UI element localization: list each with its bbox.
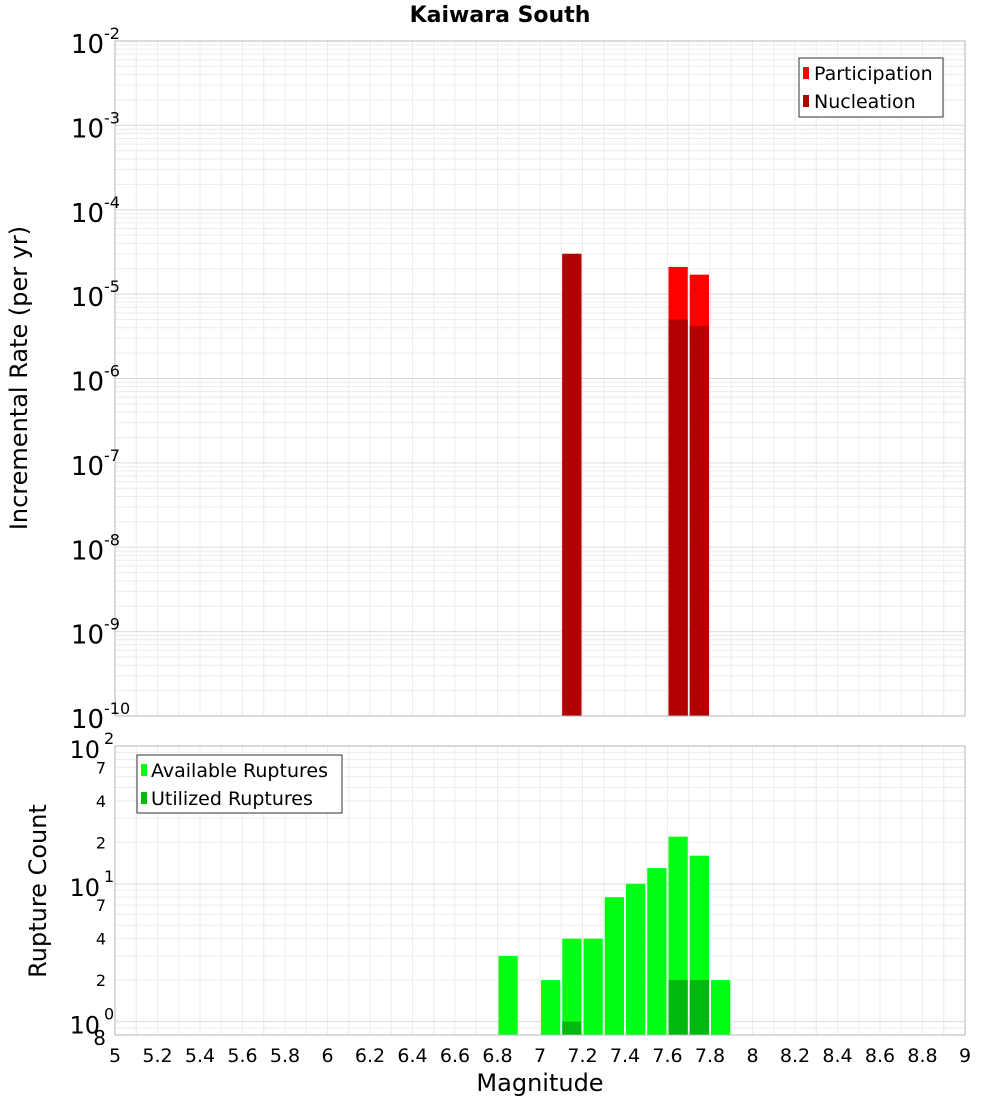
top-y-tick-exponent: -10 xyxy=(104,699,130,718)
top-legend-label: Participation xyxy=(814,63,933,85)
top-legend-swatch xyxy=(803,95,809,107)
top-y-tick-exponent: -8 xyxy=(104,530,120,549)
x-tick-label: 5 xyxy=(109,1045,121,1067)
bottom-y-tick-label: 10 xyxy=(69,874,100,902)
utilized-ruptures-bar xyxy=(689,980,709,1035)
nucleation-bar xyxy=(562,253,582,716)
top-y-tick-label: 10 xyxy=(71,283,104,313)
nucleation-bar xyxy=(668,319,688,716)
available-ruptures-bar xyxy=(626,883,646,1035)
bottom-y-tick-label: 10 xyxy=(69,1012,100,1040)
x-tick-label: 7.4 xyxy=(610,1045,640,1067)
top-y-tick-label: 10 xyxy=(71,114,104,144)
x-tick-label: 6.2 xyxy=(355,1045,385,1067)
x-tick-label: 7.6 xyxy=(652,1045,682,1067)
top-y-tick-exponent: -5 xyxy=(104,277,120,296)
x-tick-label: 8.8 xyxy=(907,1045,937,1067)
x-tick-label: 6.4 xyxy=(397,1045,427,1067)
available-ruptures-bar xyxy=(541,980,561,1035)
top-plot-frame xyxy=(114,40,966,717)
x-tick-label: 7 xyxy=(534,1045,546,1067)
nucleation-bar xyxy=(689,325,709,716)
top-y-tick-exponent: -3 xyxy=(104,108,120,127)
bottom-y-tick-exponent: 2 xyxy=(104,729,114,748)
x-tick-label: 9 xyxy=(959,1045,971,1067)
top-y-tick-label: 10 xyxy=(71,536,104,566)
bottom-legend-box xyxy=(136,754,343,814)
available-ruptures-bar xyxy=(562,938,582,1035)
bottom-y-tick-label: 8 xyxy=(93,1026,106,1050)
bottom-y-tick-label: 4 xyxy=(96,792,106,811)
x-tick-label: 5.4 xyxy=(185,1045,215,1067)
utilized-ruptures-bar xyxy=(562,1021,582,1035)
bottom-legend-label: Utilized Ruptures xyxy=(151,788,313,810)
top-legend-label: Nucleation xyxy=(814,91,916,113)
bottom-y-tick-label: 2 xyxy=(96,833,106,852)
bottom-plot-frame xyxy=(114,745,966,1036)
bottom-y-tick-label: 10 xyxy=(69,736,100,764)
bottom-y-tick-exponent: 0 xyxy=(104,1005,114,1024)
bottom-legend-swatch xyxy=(141,792,147,804)
bottom-y-tick-label: 2 xyxy=(96,971,106,990)
top-y-tick-exponent: -6 xyxy=(104,362,120,381)
available-ruptures-bar xyxy=(604,897,624,1035)
x-axis-label: Magnitude xyxy=(476,1069,603,1097)
x-tick-label: 5.8 xyxy=(270,1045,300,1067)
x-tick-label: 6.8 xyxy=(482,1045,512,1067)
top-y-tick-exponent: -4 xyxy=(104,193,120,212)
top-y-tick-exponent: -7 xyxy=(104,446,120,465)
top-y-axis-label: Incremental Rate (per yr) xyxy=(5,226,33,530)
top-y-tick-label: 10 xyxy=(71,705,104,735)
x-tick-label: 8.6 xyxy=(865,1045,895,1067)
bottom-y-tick-exponent: 1 xyxy=(104,867,114,886)
bottom-legend-swatch xyxy=(141,764,147,776)
bottom-y-tick-label: 4 xyxy=(96,930,106,949)
x-tick-label: 8 xyxy=(746,1045,758,1067)
top-y-tick-label: 10 xyxy=(71,30,104,60)
top-y-tick-label: 10 xyxy=(71,368,104,398)
bottom-y-axis-label: Rupture Count xyxy=(24,804,52,978)
top-legend-box xyxy=(798,57,944,118)
top-y-tick-exponent: -2 xyxy=(104,24,120,43)
available-ruptures-bar xyxy=(498,955,518,1035)
x-tick-label: 5.6 xyxy=(227,1045,257,1067)
x-tick-label: 6.6 xyxy=(440,1045,470,1067)
available-ruptures-bar xyxy=(647,868,667,1035)
bottom-legend-label: Available Ruptures xyxy=(151,760,328,782)
x-tick-label: 5.2 xyxy=(142,1045,172,1067)
bottom-y-tick-label: 7 xyxy=(96,758,106,777)
available-ruptures-bar xyxy=(711,980,731,1035)
top-y-tick-label: 10 xyxy=(71,621,104,651)
top-legend-swatch xyxy=(803,67,809,79)
chart-title: Kaiwara South xyxy=(410,3,591,28)
utilized-ruptures-bar xyxy=(668,980,688,1035)
x-tick-label: 6 xyxy=(321,1045,333,1067)
top-y-tick-exponent: -9 xyxy=(104,615,120,634)
top-y-tick-label: 10 xyxy=(71,452,104,482)
x-tick-label: 7.8 xyxy=(695,1045,725,1067)
bottom-y-tick-label: 7 xyxy=(96,896,106,915)
x-tick-label: 8.4 xyxy=(822,1045,852,1067)
available-ruptures-bar xyxy=(583,938,603,1035)
top-y-tick-label: 10 xyxy=(71,199,104,229)
x-tick-label: 7.2 xyxy=(567,1045,597,1067)
x-tick-label: 8.2 xyxy=(780,1045,810,1067)
